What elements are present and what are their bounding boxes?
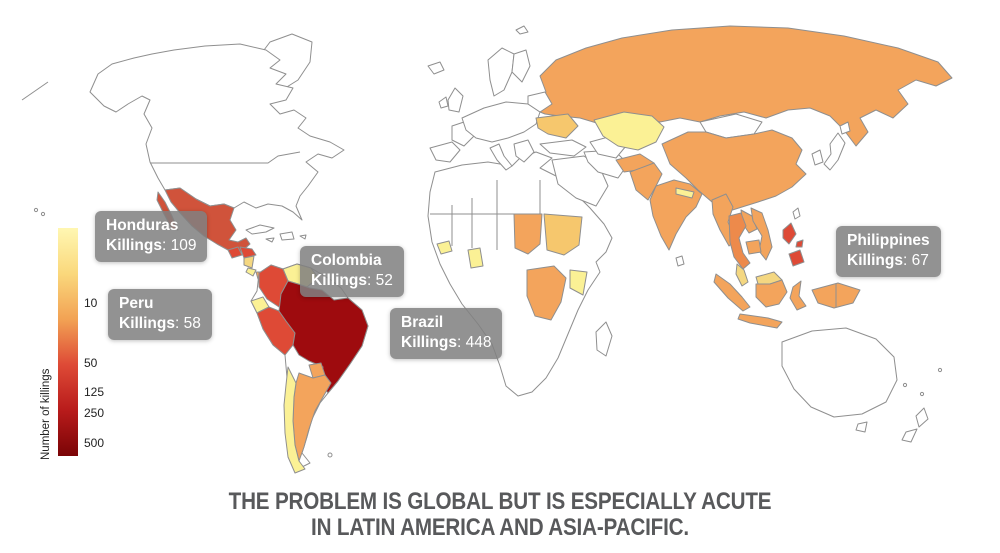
island-puerto-rico <box>299 234 307 240</box>
callout-value: : 52 <box>366 272 393 290</box>
country-scandinavia <box>487 47 515 97</box>
country-argentina[interactable] <box>292 372 332 462</box>
legend-tick-250: 250 <box>84 406 105 420</box>
island-borneo-indonesia[interactable] <box>755 279 788 308</box>
country-guinea[interactable] <box>436 240 453 255</box>
callout-value: : 58 <box>174 315 201 333</box>
world-map <box>21 25 953 474</box>
border-west-africa <box>451 180 541 250</box>
callout-stat-label: Killings <box>311 272 367 290</box>
country-malaysia[interactable] <box>735 263 749 287</box>
country-dr-congo[interactable] <box>526 265 567 321</box>
country-guatemala[interactable] <box>227 246 243 259</box>
legend-tick-500: 500 <box>84 436 105 450</box>
country-chad[interactable] <box>513 213 543 255</box>
country-kazakhstan[interactable] <box>593 111 665 151</box>
country-cambodia[interactable] <box>745 239 762 255</box>
country-nicaragua[interactable] <box>243 255 255 269</box>
island-hawaii <box>40 211 46 217</box>
legend-tick-50: 50 <box>84 356 98 370</box>
island-sri-lanka <box>675 255 685 267</box>
callout-stat-label: Killings <box>847 252 903 270</box>
island-tasmania <box>855 421 868 433</box>
country-new-zealand-north <box>915 407 929 428</box>
island-svalbard <box>515 25 529 35</box>
legend-tick-10: 10 <box>84 296 98 310</box>
country-nepal[interactable] <box>675 187 695 199</box>
country-philippines-mindanao[interactable] <box>788 249 805 267</box>
country-philippines-visayas[interactable] <box>795 239 804 248</box>
country-new-zealand-south <box>901 428 918 443</box>
country-costa-rica[interactable] <box>245 267 257 277</box>
callout-honduras[interactable]: Honduras Killings: 109 <box>95 211 208 263</box>
country-chile[interactable] <box>283 366 306 474</box>
country-vietnam[interactable] <box>750 207 773 261</box>
region-baltics-belarus <box>527 91 553 113</box>
island-pacific <box>902 382 908 388</box>
callout-peru[interactable]: Peru Killings: 58 <box>108 289 212 341</box>
country-australia <box>781 327 898 418</box>
callout-stat-label: Killings <box>119 315 175 333</box>
country-madagascar <box>595 321 613 357</box>
country-turkey <box>539 139 587 157</box>
island-sulawesi-indonesia[interactable] <box>789 280 807 311</box>
callout-value: : 109 <box>161 237 197 255</box>
country-japan-hokkaido <box>839 121 851 135</box>
country-korea <box>811 149 824 166</box>
country-thailand[interactable] <box>728 212 751 270</box>
callout-stat-label: Killings <box>401 334 457 352</box>
country-iceland <box>427 61 445 75</box>
country-japan <box>823 132 846 171</box>
landmass-north-america <box>89 43 345 221</box>
headline-line2: IN LATIN AMERICA AND ASIA-PACIFIC. <box>311 513 689 541</box>
island-hispaniola <box>279 231 295 241</box>
headline: THE PROBLEM IS GLOBAL BUT IS ESPECIALLY … <box>70 489 930 541</box>
callout-value: : 67 <box>902 252 929 270</box>
island-cuba <box>245 224 275 235</box>
legend-tick-125: 125 <box>84 385 105 399</box>
callout-country: Honduras <box>106 217 179 234</box>
country-ireland <box>438 96 449 109</box>
country-uk <box>447 87 464 113</box>
island-pacific <box>937 367 943 373</box>
callout-philippines[interactable]: Philippines Killings: 67 <box>836 226 941 278</box>
callout-country: Peru <box>119 295 154 312</box>
callout-country: Brazil <box>401 314 444 331</box>
island-hawaii <box>33 207 39 213</box>
country-ghana[interactable] <box>467 247 484 269</box>
callout-country: Philippines <box>847 232 930 249</box>
region-balkans-greece <box>513 139 535 163</box>
landmass-africa <box>427 151 613 397</box>
island-java-indonesia[interactable] <box>737 313 783 329</box>
island-falklands <box>327 452 333 458</box>
callout-brazil[interactable]: Brazil Killings: 448 <box>390 308 503 360</box>
region-central-europe <box>461 101 541 143</box>
callout-stat-label: Killings <box>106 237 162 255</box>
callout-value: : 448 <box>456 334 492 352</box>
country-kenya[interactable] <box>569 269 588 296</box>
country-finland <box>511 49 531 83</box>
callout-country: Colombia <box>311 252 382 269</box>
border-us-canada <box>150 151 301 164</box>
island-sumatra-indonesia[interactable] <box>713 273 751 312</box>
country-philippines-luzon[interactable] <box>782 222 797 245</box>
callout-colombia[interactable]: Colombia Killings: 52 <box>300 246 404 298</box>
legend-axis-label: Number of killings <box>40 368 52 460</box>
country-italy <box>489 143 513 171</box>
country-spain-portugal <box>429 141 461 163</box>
island-jamaica <box>265 237 275 243</box>
headline-line1: THE PROBLEM IS GLOBAL BUT IS ESPECIALLY … <box>228 488 772 515</box>
island-taiwan <box>792 207 801 220</box>
country-honduras[interactable] <box>239 246 257 259</box>
map-wrap-line <box>21 81 49 101</box>
country-sudan[interactable] <box>543 213 583 256</box>
island-pacific <box>919 391 925 397</box>
country-ukraine[interactable] <box>535 113 579 139</box>
legend-colorbar <box>58 228 78 456</box>
